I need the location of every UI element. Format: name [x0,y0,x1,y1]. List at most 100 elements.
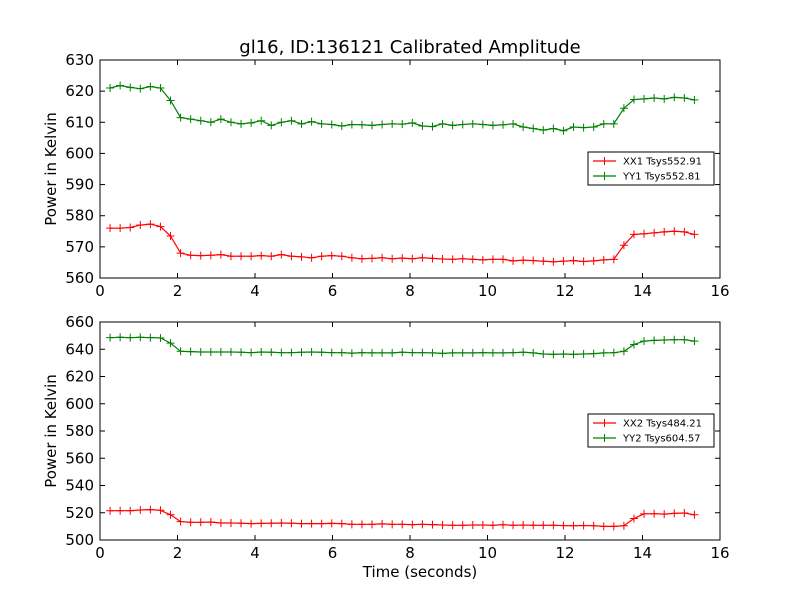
data-point [629,340,638,349]
data-point [337,252,346,261]
data-point [660,335,669,344]
x-axis-label: Time (seconds) [362,563,478,581]
data-point [629,514,638,523]
legend: XX1 Tsys552.91 YY1 Tsys552.81 [587,151,715,186]
data-point [589,122,598,131]
data-point [287,348,296,357]
legend: XX2 Tsys484.21 YY2 Tsys604.57 [587,413,715,448]
data-point [589,349,598,358]
data-point [599,255,608,264]
data-point [388,348,397,357]
data-point [257,251,266,260]
data-point [156,333,165,342]
data-point [458,521,467,530]
data-point [579,350,588,359]
data-point [126,333,135,342]
data-point [146,82,155,91]
data-point [307,253,316,262]
data-point [267,252,276,261]
data-point [297,252,306,261]
data-point [368,348,377,357]
data-point [509,521,518,530]
legend-box [587,413,715,448]
data-point [196,251,205,260]
data-point [529,521,538,530]
y-axis-label: Power in Kelvin [42,374,60,488]
data-point [287,116,296,125]
data-point [468,348,477,357]
data-point [579,521,588,530]
x-tick-label: 16 [710,544,729,562]
data-point [579,123,588,132]
data-point [619,521,628,530]
x-tick-label: 8 [405,282,415,300]
data-point [287,252,296,261]
data-point [589,521,598,530]
data-point [347,349,356,358]
data-point [237,119,246,128]
legend-entry-label: XX1 Tsys552.91 [623,157,702,168]
data-point [186,518,195,527]
x-tick-label: 12 [555,544,574,562]
data-point [116,224,125,233]
data-point [307,519,316,528]
data-point [559,521,568,530]
data-point [408,118,417,127]
data-point [408,348,417,357]
data-point [176,249,185,258]
data-point [619,347,628,356]
data-point [297,519,306,528]
data-point [559,257,568,266]
data-point [206,347,215,356]
data-point [458,254,467,263]
data-point [317,519,326,528]
data-point [599,348,608,357]
legend-entry-label: XX2 Tsys484.21 [623,419,702,430]
data-point [640,337,649,346]
y-tick-label: 660 [65,313,94,331]
data-point [388,254,397,263]
data-point [247,519,256,528]
y-tick-label: 580 [65,207,94,225]
data-point [428,520,437,529]
data-point [378,120,387,129]
x-tick-label: 4 [250,544,260,562]
data-point [226,518,235,527]
data-point [478,348,487,357]
data-point [660,94,669,103]
data-point [609,348,618,357]
data-point [488,121,497,130]
data-point [357,348,366,357]
data-point [690,95,699,104]
data-point [569,521,578,530]
data-point [368,121,377,130]
data-point [468,119,477,128]
x-tick-label: 2 [173,282,183,300]
data-point [388,119,397,128]
data-point [146,220,155,229]
data-point [216,518,225,527]
data-point [166,339,175,348]
data-point [106,506,115,515]
data-point [438,119,447,128]
x-tick-label: 0 [95,544,105,562]
data-point [509,256,518,265]
data-point [327,251,336,260]
data-point [146,333,155,342]
data-point [609,255,618,264]
data-point [650,228,659,237]
data-point [428,348,437,357]
data-point [549,521,558,530]
data-point [408,254,417,263]
data-point [499,348,507,357]
data-point [136,84,145,93]
data-point [519,348,528,357]
y-tick-label: 560 [65,269,94,287]
data-point [529,348,538,357]
data-point [660,227,669,236]
data-point [619,241,628,250]
y-axis-label: Power in Kelvin [42,112,60,226]
data-point [680,509,689,518]
data-point [629,230,638,239]
data-point [206,118,215,127]
